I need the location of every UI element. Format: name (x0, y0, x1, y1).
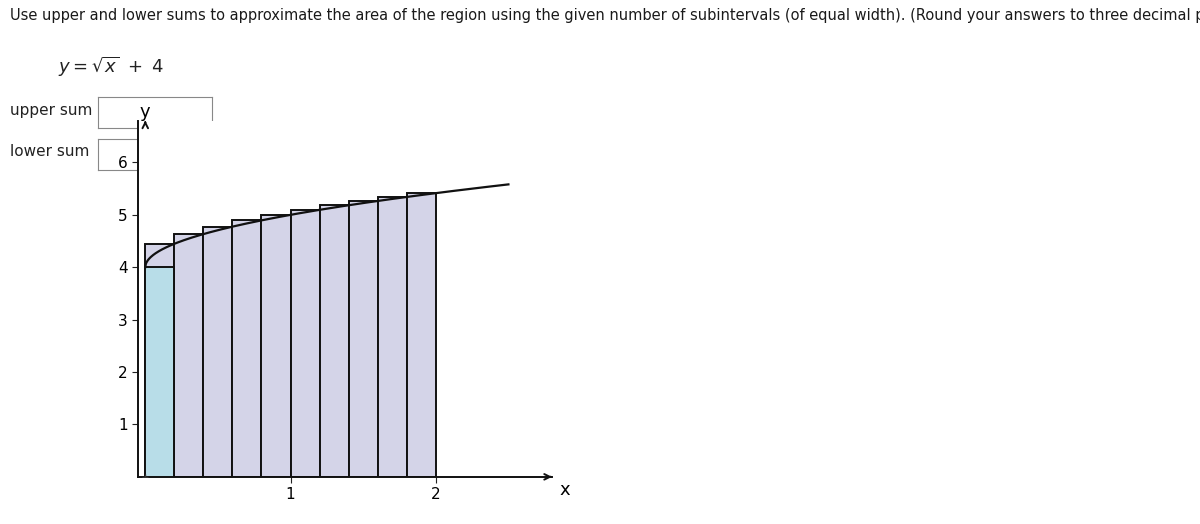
Text: lower sum: lower sum (10, 145, 89, 159)
Bar (290, 210, 319, 477)
Bar (407, 193, 436, 477)
Text: x: x (559, 481, 570, 499)
Bar (145, 244, 174, 477)
Bar (349, 201, 378, 477)
Bar (233, 221, 262, 477)
Bar (262, 215, 290, 477)
Bar (174, 234, 203, 477)
Bar (378, 197, 407, 477)
Text: $y = \sqrt{x}\ +\ 4$: $y = \sqrt{x}\ +\ 4$ (58, 55, 163, 79)
Text: upper sum: upper sum (10, 103, 92, 117)
Text: y: y (140, 103, 150, 121)
Bar (203, 227, 233, 477)
Text: Use upper and lower sums to approximate the area of the region using the given n: Use upper and lower sums to approximate … (10, 8, 1200, 23)
Bar (145, 267, 174, 477)
Bar (319, 205, 349, 477)
